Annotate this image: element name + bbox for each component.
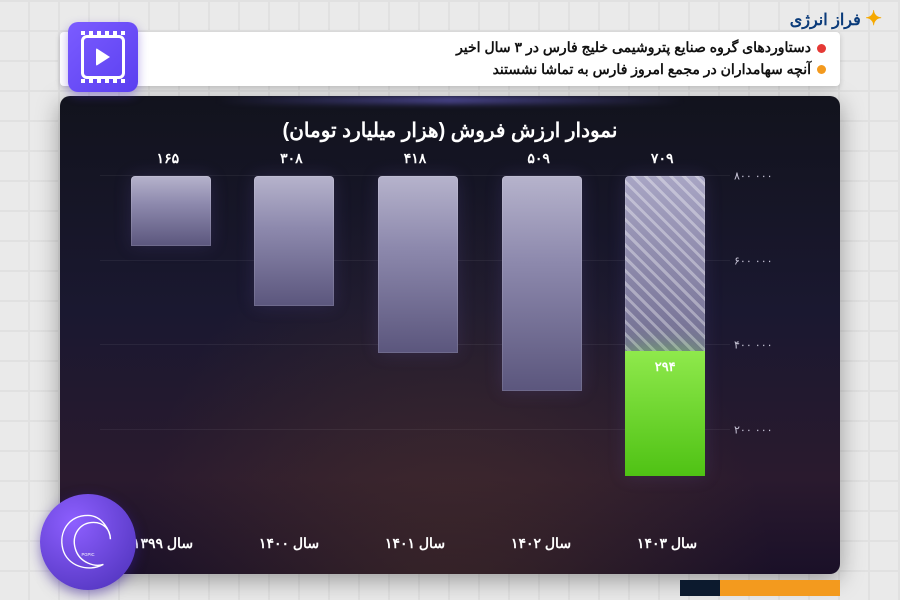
y-axis: ۲۰۰ ۰۰۰۴۰۰ ۰۰۰۶۰۰ ۰۰۰۸۰۰ ۰۰۰ <box>734 176 814 514</box>
bar-wrap: ۷۰۹۲۹۴ <box>619 176 705 514</box>
header-line-2: آنچه سهامداران در مجمع امروز فارس به تما… <box>74 59 826 81</box>
y-tick: ۸۰۰ ۰۰۰ <box>734 170 814 183</box>
bullet-2 <box>817 65 826 74</box>
bar-value-label: ۵۰۹ <box>496 150 582 167</box>
spark-icon: ✦ <box>865 8 882 30</box>
bar-value-label: ۳۰۸ <box>248 150 334 167</box>
company-text: PGPIC <box>81 552 94 557</box>
y-tick: ۲۰۰ ۰۰۰ <box>734 423 814 436</box>
bar-value-label: ۴۱۸ <box>372 150 458 167</box>
x-label: سال ۱۴۰۳ <box>624 535 710 552</box>
chart-area: ۱۶۵ ۳۰۸ ۴۱۸ ۵۰۹ ۷۰۹۲۹۴ <box>100 176 730 514</box>
x-label: سال ۱۴۰۱ <box>372 535 458 552</box>
chart-title: نمودار ارزش فروش (هزار میلیارد تومان) <box>60 118 840 143</box>
header-line-1-text: دستاوردهای گروه صنایع پتروشیمی خلیج فارس… <box>456 37 811 59</box>
company-badge: PGPIC <box>40 494 136 590</box>
bar <box>254 176 334 306</box>
company-swirl-icon: PGPIC <box>53 507 123 577</box>
header-text: دستاوردهای گروه صنایع پتروشیمی خلیج فارس… <box>74 37 826 80</box>
bar-wrap: ۴۱۸ <box>372 176 458 514</box>
panel-glow <box>216 96 684 104</box>
bar-wrap: ۱۶۵ <box>125 176 211 514</box>
accent-dark <box>680 580 720 596</box>
x-label: سال ۱۴۰۰ <box>246 535 332 552</box>
bullet-1 <box>817 44 826 53</box>
play-icon <box>96 48 110 66</box>
brand-logo: ✦ فراز انرژی <box>790 6 882 31</box>
bar <box>378 176 458 353</box>
video-badge[interactable] <box>68 22 138 92</box>
accent-orange <box>720 580 840 596</box>
header-line-2-text: آنچه سهامداران در مجمع امروز فارس به تما… <box>493 59 811 81</box>
bar-wrap: ۵۰۹ <box>496 176 582 514</box>
bar-value-label: ۱۶۵ <box>125 150 211 167</box>
bar <box>131 176 211 246</box>
bar: ۲۹۴ <box>625 176 705 476</box>
bar-wrap: ۳۰۸ <box>248 176 334 514</box>
x-label: سال ۱۴۰۲ <box>498 535 584 552</box>
bar-highlight-label: ۲۹۴ <box>625 359 705 375</box>
brand-name: فراز انرژی <box>790 12 861 29</box>
film-icon <box>81 35 125 79</box>
y-tick: ۴۰۰ ۰۰۰ <box>734 339 814 352</box>
bar-value-label: ۷۰۹ <box>619 150 705 167</box>
y-tick: ۶۰۰ ۰۰۰ <box>734 254 814 267</box>
bars-row: ۱۶۵ ۳۰۸ ۴۱۸ ۵۰۹ ۷۰۹۲۹۴ <box>100 176 730 514</box>
x-axis: سال ۱۳۹۹سال ۱۴۰۰سال ۱۴۰۱سال ۱۴۰۲سال ۱۴۰۳ <box>100 535 730 552</box>
header-bar: دستاوردهای گروه صنایع پتروشیمی خلیج فارس… <box>60 32 840 86</box>
chart-panel: نمودار ارزش فروش (هزار میلیارد تومان) ۲۰… <box>60 96 840 574</box>
bar <box>502 176 582 391</box>
header-line-1: دستاوردهای گروه صنایع پتروشیمی خلیج فارس… <box>74 37 826 59</box>
